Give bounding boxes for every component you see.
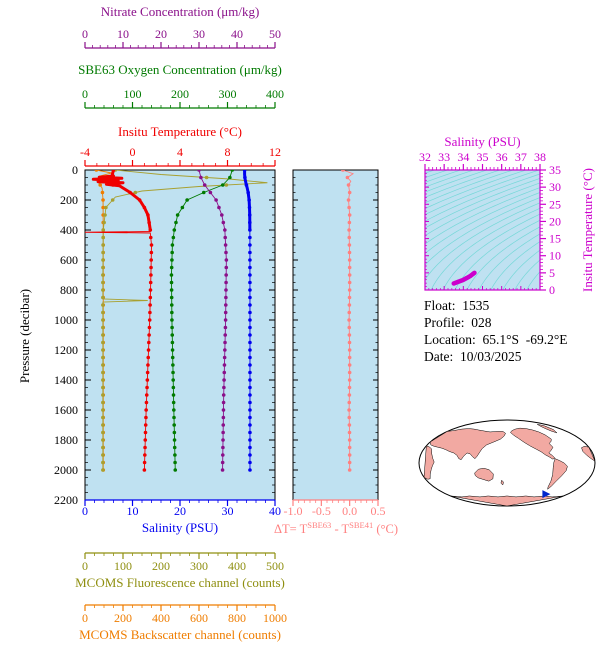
tick-label: 100 [124, 87, 142, 101]
axis-title-backscatter: MCOMS Backscatter channel (counts) [79, 627, 281, 642]
tick-label: 50 [269, 27, 281, 41]
tick-label: 40 [231, 27, 243, 41]
axis-title-fluorescence: MCOMS Fluorescence channel (counts) [75, 575, 285, 590]
tick-label: 0 [549, 283, 555, 297]
ts-diagram: 32 33 34 35 36 37 38 0 5 10 15 20 25 30 35 [419, 150, 561, 297]
tick-label: 35 [549, 163, 561, 177]
tick-label: 0 [82, 559, 88, 573]
info-location: Location: 65.1°S -69.2°E [424, 332, 568, 347]
tick-label: 800 [228, 611, 246, 625]
tick-label: 200 [114, 611, 132, 625]
info-profile: Profile: 028 [424, 315, 492, 330]
axis-title-oxygen: SBE63 Oxygen Concentration (μm/kg) [78, 62, 282, 77]
delta-t-axis-title: ΔT= TSBE63 - TSBE41 (°C) [273, 520, 399, 537]
tick-label: 5 [549, 266, 555, 280]
tick-label: -4 [80, 145, 90, 159]
tick-label: 35 [477, 150, 489, 164]
info-panel: Float: 1535 Profile: 028 Location: 65.1°… [424, 297, 568, 365]
tick-label: 500 [266, 559, 284, 573]
tick-label: 2200 [54, 493, 78, 507]
tick-label: 400 [152, 611, 170, 625]
tick-label: 1200 [54, 343, 78, 357]
tick-label: 0 [82, 87, 88, 101]
tick-label: -0.5 [312, 504, 331, 518]
tick-label: 1800 [54, 433, 78, 447]
tick-label: 10 [127, 504, 139, 518]
axis-title-temperature: Insitu Temperature (°C) [118, 124, 242, 139]
tick-label: 0.5 [371, 504, 386, 518]
tick-label: 4 [177, 145, 183, 159]
ts-diagram-title: Salinity (PSU) [444, 134, 521, 149]
tick-label: 0 [82, 504, 88, 518]
tick-label: 30 [222, 504, 234, 518]
tick-label: 37 [515, 150, 527, 164]
tick-label: 20 [155, 27, 167, 41]
tick-label: 400 [60, 223, 78, 237]
main-series [85, 170, 268, 472]
tick-label: 100 [114, 559, 132, 573]
tick-label: 1600 [54, 403, 78, 417]
tick-label: 0 [82, 27, 88, 41]
tick-label: 30 [193, 27, 205, 41]
tick-label: 30 [549, 180, 561, 194]
axis-title-nitrate: Nitrate Concentration (μm/kg) [100, 4, 260, 19]
tick-label: 2000 [54, 463, 78, 477]
tick-label: 1000 [263, 611, 287, 625]
tick-label: 20 [549, 214, 561, 228]
tick-label: 300 [190, 559, 208, 573]
tick-label: 300 [219, 87, 237, 101]
tick-label: 40 [269, 504, 281, 518]
tick-label: 12 [269, 145, 281, 159]
tick-label: 32 [419, 150, 431, 164]
density-contours [425, 170, 540, 290]
axis-title-salinity: Salinity (PSU) [141, 520, 219, 535]
float-location-marker [542, 490, 551, 499]
tick-label: 38 [534, 150, 546, 164]
tick-label: 200 [60, 193, 78, 207]
tick-label: 0 [130, 145, 136, 159]
tick-label: 25 [549, 197, 561, 211]
tick-label: 36 [496, 150, 508, 164]
main-profile-plot: 0200400600800100012001400160018002000220… [54, 27, 287, 625]
delta-t-plot: -1.0 -0.5 0.0 0.5 [284, 169, 386, 518]
tick-label: 10 [117, 27, 129, 41]
tick-label: 10 [549, 249, 561, 263]
tick-label: 34 [457, 150, 469, 164]
tick-label: 33 [438, 150, 450, 164]
world-map [418, 419, 596, 507]
tick-label: -1.0 [284, 504, 303, 518]
tick-label: 200 [171, 87, 189, 101]
tick-label: 800 [60, 283, 78, 297]
tick-label: 0 [72, 163, 78, 177]
info-date: Date: 10/03/2025 [424, 349, 522, 364]
tick-label: 1000 [54, 313, 78, 327]
tick-label: 0 [82, 611, 88, 625]
tick-label: 0.0 [342, 504, 357, 518]
tick-label: 400 [266, 87, 284, 101]
tick-label: 200 [152, 559, 170, 573]
tick-label: 8 [225, 145, 231, 159]
tick-label: 20 [174, 504, 186, 518]
tick-label: 1400 [54, 373, 78, 387]
tick-label: 400 [228, 559, 246, 573]
info-float: Float: 1535 [424, 298, 490, 313]
tick-label: 600 [60, 253, 78, 267]
tick-label: 15 [549, 232, 561, 246]
tick-label: 600 [190, 611, 208, 625]
